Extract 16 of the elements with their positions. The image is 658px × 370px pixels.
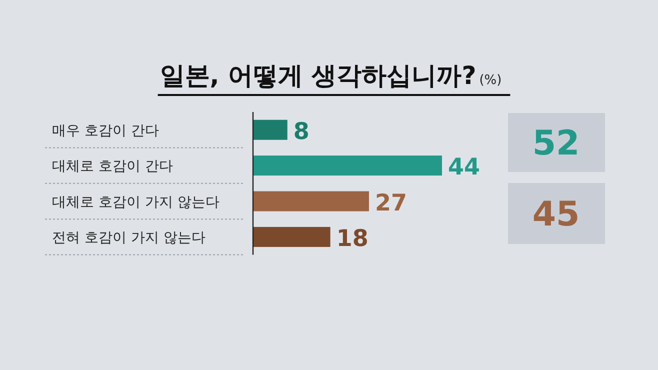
bar	[253, 156, 442, 176]
chart-title: 일본, 어떻게 생각하십니까?	[160, 61, 476, 90]
data-label: 8	[293, 118, 310, 145]
text: 45	[532, 194, 580, 234]
bar	[253, 226, 330, 247]
data-label: 27	[374, 190, 407, 216]
y-tick-label: 대체로 호감이 간다	[52, 158, 173, 175]
bar	[253, 191, 369, 212]
y-tick-label: 대체로 호감이 가지 않는다	[52, 194, 220, 210]
y-tick-label: 매우 호감이 간다	[52, 122, 159, 139]
bar	[253, 120, 288, 140]
text: 52	[532, 124, 580, 164]
y-tick-label: 전혀 호감이 가지 않는다	[52, 230, 206, 246]
data-label: 44	[448, 154, 480, 181]
text: (%)	[479, 73, 502, 88]
data-label: 18	[336, 226, 368, 252]
